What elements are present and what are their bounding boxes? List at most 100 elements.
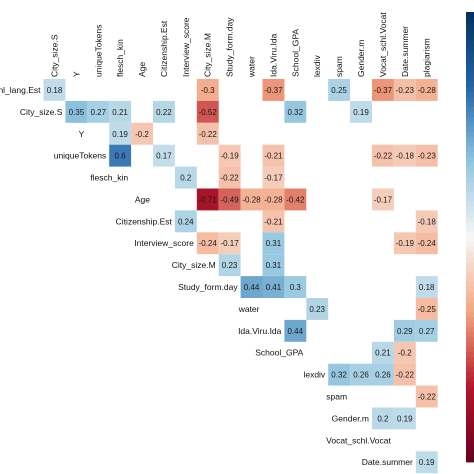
cell-value-label: -0.22 <box>418 393 437 402</box>
cell-value-label: 0.17 <box>156 152 172 161</box>
heatmap-cell <box>415 144 438 167</box>
heatmap-cell <box>372 341 394 364</box>
colorbar-segment <box>466 222 474 228</box>
cell-value-label: -0.23 <box>396 86 415 95</box>
cell-value-label: 0.26 <box>353 371 369 380</box>
colorbar-segment <box>466 442 474 448</box>
colorbar-segment <box>466 362 474 368</box>
cell-value-label: -0.22 <box>374 152 393 161</box>
colorbar-segment <box>466 267 474 273</box>
colorbar-segment <box>466 372 474 378</box>
column-label: Study_form.day <box>225 17 235 77</box>
colorbar-segment <box>466 182 474 188</box>
heatmap-cell <box>328 363 351 386</box>
colorbar-segment <box>466 57 474 63</box>
colorbar-segment <box>466 187 474 193</box>
colorbar-segment <box>466 297 474 303</box>
row-label: uniqueTokens <box>54 151 106 161</box>
heatmap-cell <box>174 210 197 233</box>
colorbar-segment <box>466 317 474 323</box>
column-label: Y <box>71 71 81 77</box>
heatmap-cell <box>262 276 285 298</box>
colorbar-segment <box>466 232 474 238</box>
cell-value-label: -0.24 <box>199 239 218 248</box>
cell-value-label: 0.19 <box>112 130 128 139</box>
cell-value-label: -0.42 <box>286 195 305 204</box>
cell-value-label: -0.52 <box>199 108 218 117</box>
colorbar-segment <box>466 447 474 453</box>
cell-value-label: -0.28 <box>418 86 437 95</box>
heatmap-cell <box>218 144 241 167</box>
colorbar-segment <box>466 377 474 383</box>
colorbar-segment <box>466 357 474 363</box>
heatmap-cell <box>415 298 438 320</box>
colorbar-segment <box>466 42 474 48</box>
column-label: Ida.Viru.Ida <box>268 33 278 77</box>
column-label: plagiarism <box>422 38 432 77</box>
heatmap-cell <box>372 79 394 101</box>
heatmap-cell <box>262 166 285 189</box>
colorbar-segment <box>466 72 474 78</box>
cell-value-label: -0.25 <box>418 305 437 314</box>
cell-value-label: -0.49 <box>220 195 239 204</box>
column-label: water <box>247 56 257 78</box>
cell-value-label: -0.22 <box>199 130 218 139</box>
heatmap-cell <box>372 188 394 211</box>
cell-value-label: 0.31 <box>266 239 282 248</box>
cell-value-label: -0.22 <box>396 371 415 380</box>
colorbar-segment <box>466 97 474 103</box>
colorbar-segment <box>466 157 474 163</box>
colorbar-segment <box>466 327 474 333</box>
cell-value-label: -0.24 <box>418 239 437 248</box>
cell-value-label: -0.17 <box>220 239 239 248</box>
colorbar <box>466 12 474 463</box>
heatmap-cell <box>174 166 197 189</box>
colorbar-segment <box>466 292 474 298</box>
cell-value-label: -0.71 <box>199 195 218 204</box>
colorbar-segment <box>466 152 474 158</box>
heatmap-cell <box>109 122 132 145</box>
heatmap-cell <box>306 298 329 320</box>
cell-value-label: -0.21 <box>264 152 283 161</box>
row-label: water <box>238 304 260 314</box>
cell-value-label: -0.37 <box>374 86 393 95</box>
cell-value-label: 0.32 <box>288 108 304 117</box>
cell-value-label: -0.18 <box>418 217 437 226</box>
colorbar-segment <box>466 392 474 398</box>
heatmap-cell <box>393 232 416 255</box>
colorbar-segment <box>466 347 474 353</box>
heatmap-cell <box>218 232 241 255</box>
colorbar-segment <box>466 67 474 73</box>
row-label: spam <box>326 392 347 402</box>
heatmap-cell <box>262 79 285 101</box>
heatmap-cells: 0.18 -0.3 -0.37 0.25 -0.37 -0.23 -0.280.35 0.27… <box>43 79 438 474</box>
colorbar-segment <box>466 342 474 348</box>
heatmap-cell <box>262 210 285 233</box>
colorbar-segment <box>466 137 474 143</box>
colorbar-segment <box>466 257 474 263</box>
colorbar-segment <box>466 457 474 463</box>
colorbar-segment <box>466 277 474 283</box>
colorbar-segment <box>466 312 474 318</box>
heatmap-cell <box>131 122 153 145</box>
cell-value-label: -0.19 <box>396 239 415 248</box>
heatmap-cell <box>415 232 438 255</box>
column-label: Citizenship.Est <box>159 20 169 77</box>
colorbar-segment <box>466 382 474 388</box>
heatmap-cell <box>87 100 110 123</box>
colorbar-segment <box>466 27 474 33</box>
colorbar-segment <box>466 402 474 408</box>
heatmap-cell <box>393 79 416 101</box>
column-label: Gender.m <box>356 40 366 77</box>
heatmap-cell <box>284 319 307 342</box>
cell-value-label: 0.24 <box>178 217 194 226</box>
colorbar-segment <box>466 127 474 133</box>
column-label: spam <box>334 56 344 77</box>
colorbar-segment <box>466 287 474 293</box>
colorbar-segment <box>466 52 474 58</box>
colorbar-segment <box>466 282 474 288</box>
cell-value-label: 0.22 <box>156 108 172 117</box>
colorbar-segment <box>466 32 474 38</box>
